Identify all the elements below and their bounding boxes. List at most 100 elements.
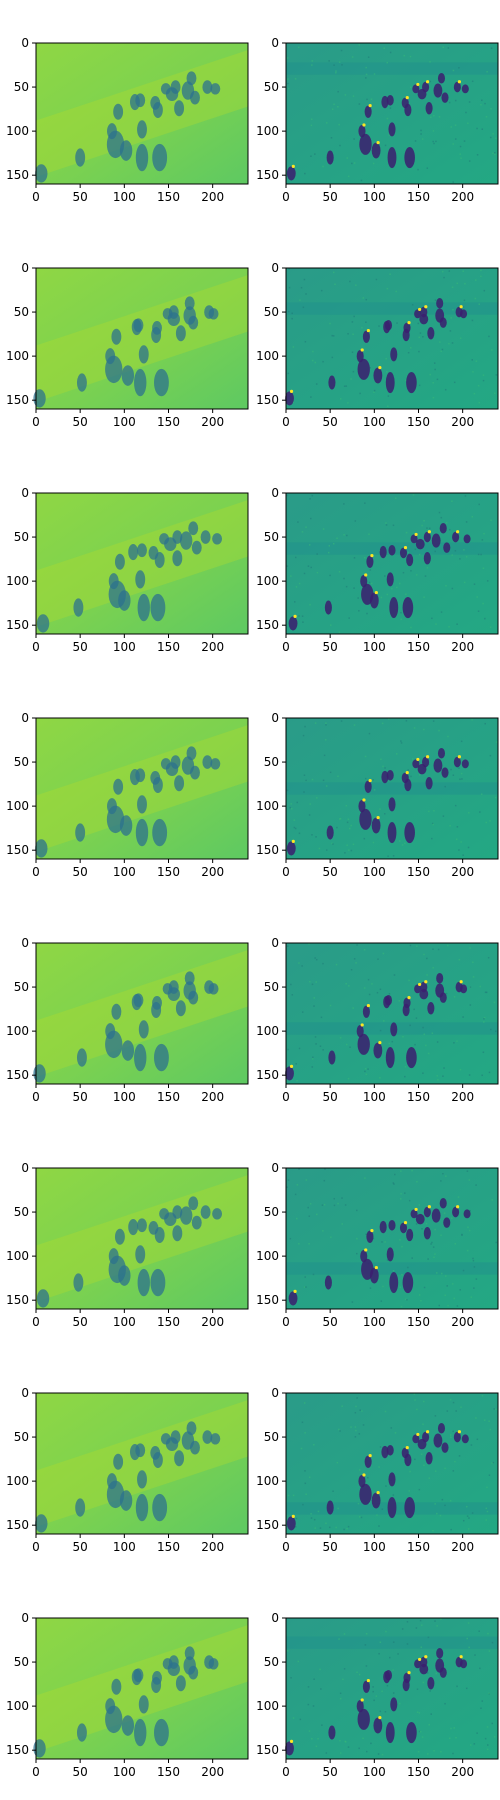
y-tick-label: 150 — [6, 1743, 29, 1757]
texture-speck — [298, 832, 301, 835]
texture-speck — [384, 767, 386, 769]
figure-blob — [285, 1741, 294, 1756]
highlight-speck — [425, 755, 430, 759]
figure-blob — [137, 1268, 150, 1297]
texture-speck — [329, 574, 331, 577]
texture-speck — [485, 1519, 488, 1521]
texture-speck — [290, 807, 293, 810]
texture-speck — [484, 1737, 487, 1740]
panel-r8-c1: 0 50 100 150 200 0 50 100 150 — [6, 1611, 249, 1779]
figure-blob — [328, 1050, 336, 1065]
highlight-speck — [418, 307, 422, 312]
texture-speck — [321, 1724, 323, 1726]
texture-speck — [363, 948, 366, 951]
texture-speck — [287, 78, 289, 80]
texture-speck — [489, 136, 492, 139]
texture-speck — [432, 720, 435, 722]
figure-blob — [433, 1433, 443, 1448]
texture-speck — [455, 1410, 457, 1412]
texture-speck — [442, 46, 444, 48]
x-tick-label: 200 — [201, 1540, 224, 1554]
x-tick-label: 100 — [363, 640, 386, 654]
figure-blob — [113, 103, 124, 120]
texture-speck — [303, 791, 305, 793]
texture-speck — [444, 1275, 447, 1277]
texture-speck — [365, 66, 367, 69]
texture-speck — [419, 1619, 422, 1622]
texture-speck — [298, 615, 300, 617]
x-tick-label: 100 — [113, 640, 136, 654]
texture-speck — [423, 953, 425, 956]
axes-frame — [285, 1617, 499, 1760]
panel-r7-c2: 0 50 100 150 200 0 50 100 150 — [256, 1386, 499, 1554]
figure-blob — [439, 522, 447, 534]
texture-speck — [386, 1259, 389, 1261]
y-tick-label: 50 — [264, 980, 279, 994]
highlight-speck — [374, 1265, 378, 1270]
texture-speck — [399, 1702, 401, 1705]
texture-speck — [445, 584, 447, 587]
x-tick-label: 0 — [32, 1315, 40, 1329]
figure-blob — [414, 1659, 422, 1669]
texture-speck — [485, 821, 487, 824]
texture-speck — [422, 1072, 424, 1074]
texture-speck — [310, 396, 312, 398]
texture-speck — [400, 618, 402, 621]
figure-blob — [399, 547, 408, 559]
x-tick-label: 100 — [363, 1090, 386, 1104]
texture-speck — [417, 168, 419, 171]
texture-speck — [287, 1048, 289, 1051]
figure-blob — [135, 143, 149, 172]
texture-speck — [478, 503, 480, 506]
figure-blob — [414, 984, 422, 994]
texture-speck — [334, 283, 336, 286]
texture-speck — [442, 1172, 444, 1175]
texture-speck — [454, 99, 457, 102]
texture-speck — [414, 1458, 416, 1461]
texture-speck — [373, 73, 376, 75]
highlight-speck — [424, 1655, 428, 1659]
texture-speck — [349, 1046, 351, 1048]
texture-speck — [328, 545, 331, 547]
texture-speck — [481, 1700, 484, 1702]
texture-speck — [445, 522, 448, 524]
texture-speck — [428, 527, 431, 530]
texture-speck — [292, 1717, 295, 1719]
texture-speck — [454, 1243, 457, 1245]
texture-speck — [415, 1223, 418, 1225]
texture-speck — [433, 115, 435, 117]
figure-blob — [33, 389, 46, 408]
texture-speck — [426, 527, 428, 529]
texture-speck — [436, 1041, 439, 1043]
texture-speck — [310, 118, 313, 120]
texture-speck — [294, 1193, 297, 1196]
texture-speck — [305, 1179, 308, 1181]
highlight-speck — [289, 1064, 294, 1068]
texture-speck — [368, 1502, 371, 1504]
figure-blob — [191, 1215, 202, 1230]
texture-speck — [488, 1474, 491, 1476]
y-tick-label: 50 — [264, 80, 279, 94]
figure-blob — [362, 1680, 370, 1693]
texture-speck — [486, 71, 488, 73]
texture-speck — [481, 1395, 484, 1397]
x-tick-label: 150 — [407, 640, 430, 654]
texture-speck — [422, 1681, 425, 1684]
texture-speck — [320, 1688, 322, 1690]
texture-speck — [359, 1409, 361, 1411]
x-tick-label: 100 — [363, 415, 386, 429]
x-tick-label: 200 — [451, 1315, 474, 1329]
texture-speck — [353, 557, 356, 559]
texture-speck — [449, 1737, 451, 1739]
texture-speck — [421, 1228, 423, 1230]
axes-frame — [35, 717, 249, 860]
texture-speck — [421, 1736, 424, 1738]
figure-blob — [33, 1739, 46, 1758]
texture-speck — [337, 90, 339, 93]
figure-blob — [35, 1514, 48, 1533]
texture-speck — [392, 1669, 394, 1671]
texture-speck — [356, 1252, 358, 1255]
axes-frame — [285, 492, 499, 635]
figure-blob — [406, 553, 414, 567]
